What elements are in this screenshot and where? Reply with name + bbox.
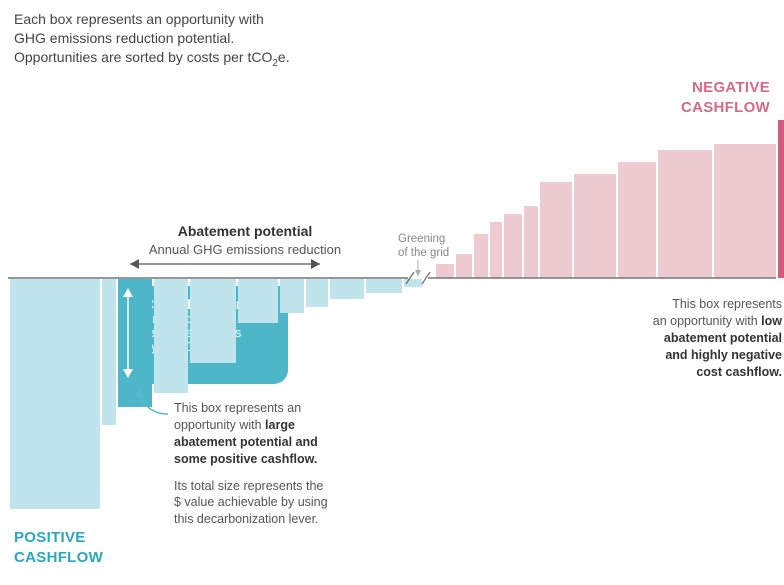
pos-bar-6 — [540, 182, 572, 278]
neg-bar-4 — [190, 279, 236, 363]
pos-bar-11 — [778, 120, 784, 278]
pos-bar-3 — [490, 222, 502, 278]
neg-bar-0 — [10, 279, 100, 509]
pos-bar-9 — [658, 150, 712, 278]
pos-bar-1 — [456, 254, 472, 278]
neg-bar-2 — [118, 279, 152, 407]
neg-bar-8 — [330, 279, 364, 299]
neg-bar-3 — [154, 279, 188, 393]
pos-bar-7 — [574, 174, 616, 278]
pos-bar-2 — [474, 234, 488, 278]
chart-svg — [0, 0, 784, 585]
neg-bar-1 — [102, 279, 116, 425]
pos-bar-10 — [714, 144, 776, 278]
neg-bar-5 — [238, 279, 278, 323]
neg-bar-9 — [366, 279, 402, 293]
pos-bar-5 — [524, 206, 538, 278]
pos-bar-0 — [436, 264, 454, 278]
pos-bar-4 — [504, 214, 522, 278]
neg-bar-6 — [280, 279, 304, 313]
pos-bar-8 — [618, 162, 656, 278]
neg-bar-7 — [306, 279, 328, 307]
